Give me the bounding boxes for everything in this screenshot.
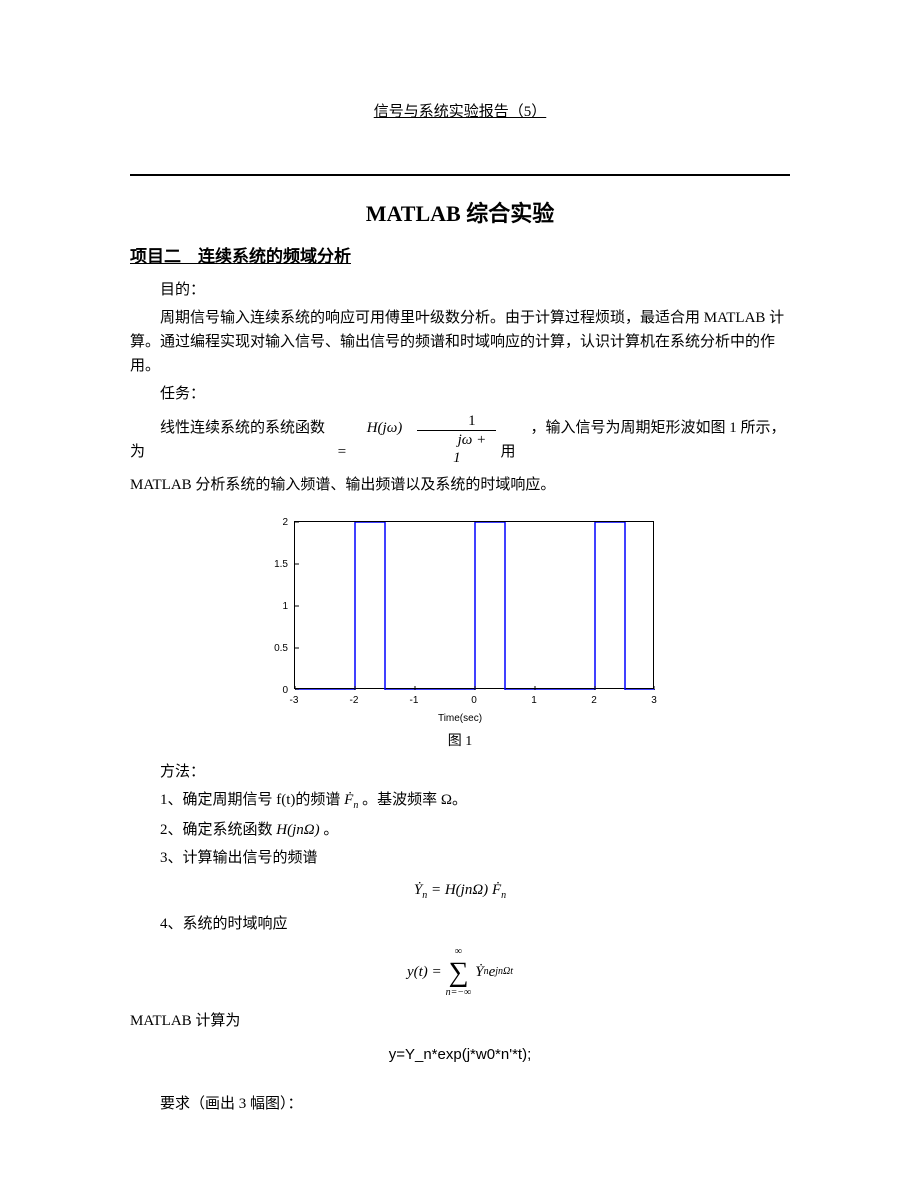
page-header: 信号与系统实验报告（5） xyxy=(130,100,790,124)
m1-post: 。基波频率 Ω。 xyxy=(362,792,467,808)
method-4: 4、系统的时域响应 xyxy=(130,912,790,936)
xtick-label: -2 xyxy=(350,693,359,709)
eq4-y: y(t) = xyxy=(407,960,442,984)
main-title: MATLAB 综合实验 xyxy=(130,196,790,231)
task-line2: MATLAB 分析系统的输入频谱、输出频谱以及系统的时域响应。 xyxy=(130,473,790,497)
m2-post: 。 xyxy=(320,822,339,838)
xtick-label: -1 xyxy=(410,693,419,709)
frac-num: 1 xyxy=(417,412,496,431)
equation-4: y(t) = ∞ ∑ n=−∞ Ẏn ejnΩt xyxy=(130,944,790,1001)
ytick-label: 0 xyxy=(250,683,288,699)
eq3-mid: = H(jnΩ) xyxy=(431,882,488,898)
eq4-Y: Ẏ xyxy=(475,960,483,984)
task-H: H(jω) = xyxy=(337,416,414,464)
xlabel: Time(sec) xyxy=(438,711,482,727)
frac-den: jω + 1 xyxy=(417,431,496,467)
sum-formula: y(t) = ∞ ∑ n=−∞ Ẏn ejnΩt xyxy=(407,944,513,1001)
waveform xyxy=(295,522,655,690)
purpose-body: 周期信号输入连续系统的响应可用傅里叶级数分析。由于计算过程烦琐，最适合用 MAT… xyxy=(130,306,790,378)
xtick-label: 3 xyxy=(651,693,657,709)
task-label: 任务： xyxy=(130,382,790,406)
graph-box: 0 0.5 1 1.5 2 -3 -2 -1 0 1 2 3 Time(sec) xyxy=(250,517,670,727)
plot-area xyxy=(294,521,654,689)
method-1: 1、确定周期信号 f(t)的频谱 Ḟn 。基波频率 Ω。 xyxy=(130,788,790,814)
section-title: 项目二 连续系统的频域分析 xyxy=(130,243,790,270)
m1-pre: 1、确定周期信号 f(t)的频谱 xyxy=(160,792,340,808)
m1-F: Ḟ xyxy=(344,792,353,808)
sigma-icon: ∑ xyxy=(448,960,468,985)
title-en: MATLAB xyxy=(366,201,466,226)
ytick-label: 2 xyxy=(250,515,288,531)
m2-pre: 2、确定系统函数 xyxy=(160,822,276,838)
eq3-Fsub: n xyxy=(501,890,506,901)
task-formula-line: 线性连续系统的系统函数为 H(jω) = 1 jω + 1 ，输入信号为周期矩形… xyxy=(130,412,790,467)
plot-svg xyxy=(295,522,655,690)
matlab-label: MATLAB 计算为 xyxy=(130,1009,790,1033)
equation-3: Ẏn = H(jnΩ) Ḟn xyxy=(130,878,790,904)
fraction: 1 jω + 1 xyxy=(417,412,496,467)
purpose-label: 目的： xyxy=(130,278,790,302)
divider-line xyxy=(130,174,790,176)
m1-Fsub: n xyxy=(353,800,358,811)
xtick-label: -3 xyxy=(290,693,299,709)
ytick-label: 1.5 xyxy=(250,557,288,573)
m2-H: H(jnΩ) xyxy=(276,822,319,838)
method-3: 3、计算输出信号的频谱 xyxy=(130,846,790,870)
eq3-Y: Ẏ xyxy=(414,882,422,898)
method-2: 2、确定系统函数 H(jnΩ) 。 xyxy=(130,818,790,842)
task-pre: 线性连续系统的系统函数为 xyxy=(130,416,333,464)
sigma-block: ∞ ∑ n=−∞ xyxy=(446,944,472,1001)
yticks-marks xyxy=(295,522,299,690)
eq3-F: Ḟ xyxy=(492,882,501,898)
figure-caption: 图 1 xyxy=(130,731,790,753)
method-label: 方法： xyxy=(130,760,790,784)
code-line: y=Y_n*exp(j*w0*n'*t); xyxy=(130,1043,790,1067)
sum-bot: n=−∞ xyxy=(446,985,472,1001)
xtick-label: 2 xyxy=(591,693,597,709)
xtick-label: 1 xyxy=(531,693,537,709)
graph-container: 0 0.5 1 1.5 2 -3 -2 -1 0 1 2 3 Time(sec) 图 1 xyxy=(130,517,790,753)
eq4-sup: jnΩt xyxy=(495,964,513,980)
xtick-label: 0 xyxy=(471,693,477,709)
requirement: 要求（画出 3 幅图）： xyxy=(130,1092,790,1116)
eq3-Ysub: n xyxy=(422,890,427,901)
title-cn: 综合实验 xyxy=(466,201,554,226)
task-post: ，输入信号为周期矩形波如图 1 所示，用 xyxy=(500,416,790,464)
ytick-label: 0.5 xyxy=(250,641,288,657)
ytick-label: 1 xyxy=(250,599,288,615)
